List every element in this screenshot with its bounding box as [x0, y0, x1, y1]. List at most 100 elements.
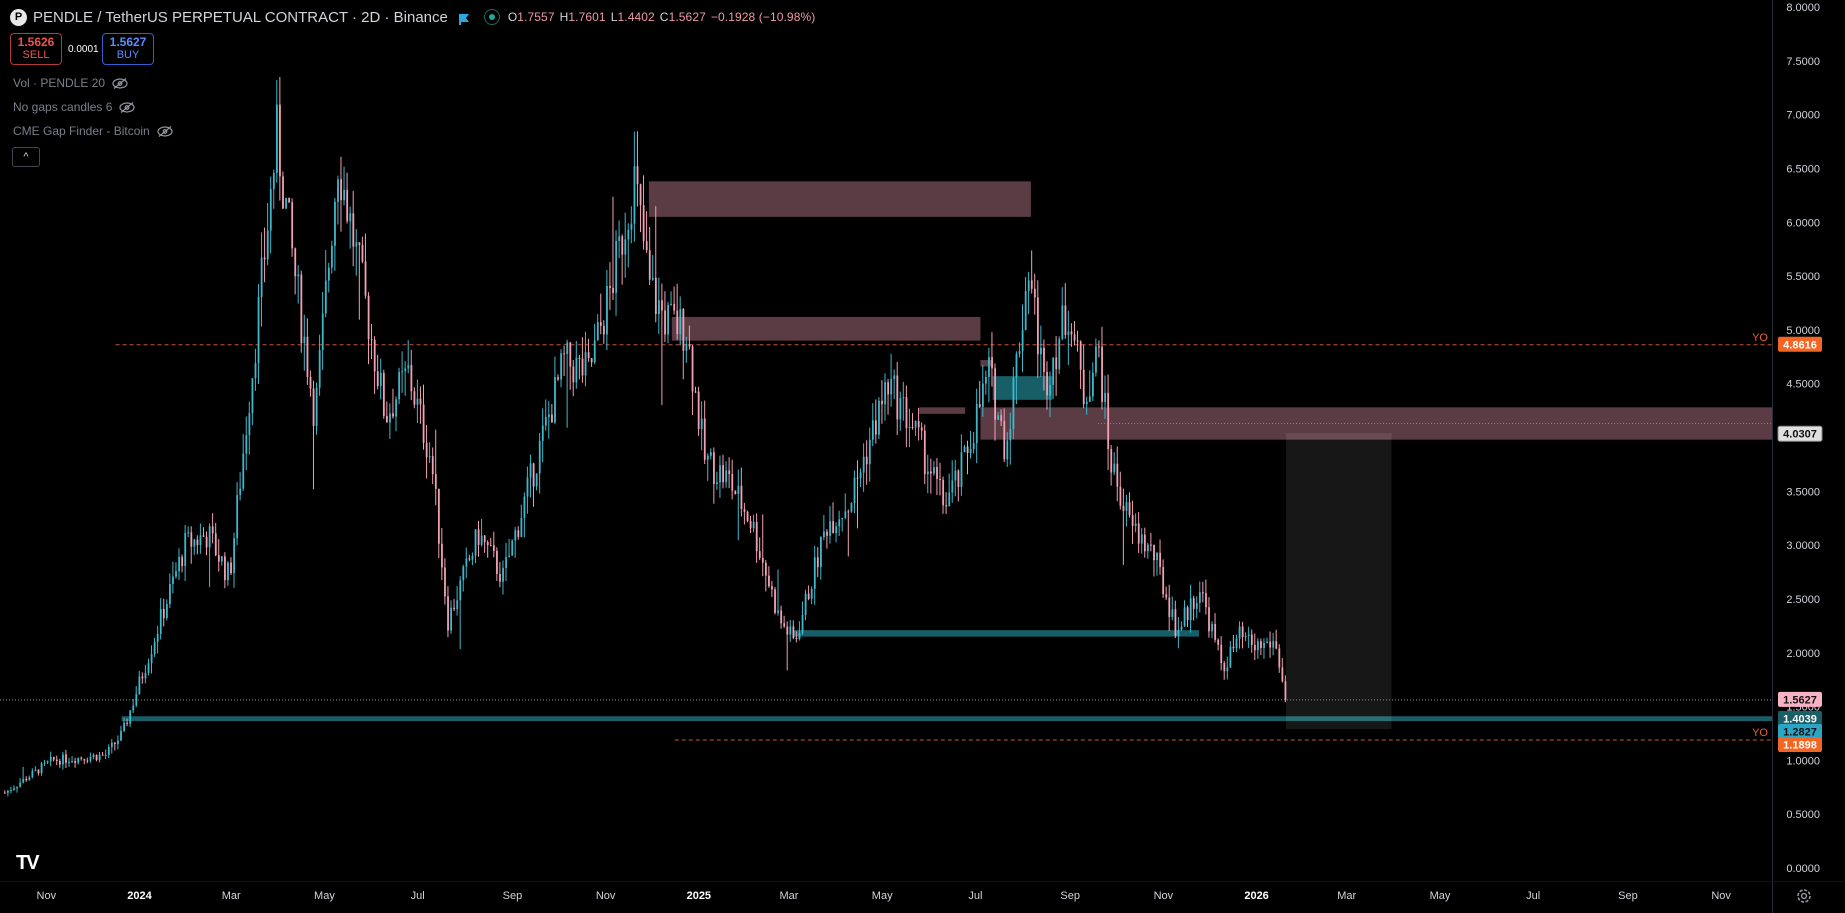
price-axis-label[interactable] [1778, 723, 1822, 739]
candle-body [1052, 357, 1055, 385]
candle-body [1284, 681, 1287, 700]
support-zone[interactable] [121, 716, 1772, 722]
candle-body [65, 754, 67, 763]
ohlc-key: H [559, 10, 569, 24]
candle-body [771, 586, 773, 590]
candle-body [810, 588, 813, 599]
gear-icon[interactable] [1795, 887, 1813, 905]
candle-body [835, 526, 838, 534]
projection-box[interactable] [1286, 433, 1392, 730]
candle-body [734, 490, 737, 494]
support-zone[interactable] [992, 376, 1053, 400]
candle-body [823, 531, 825, 538]
candle-body [361, 244, 364, 262]
candle-body [376, 371, 379, 387]
candle-body [193, 539, 196, 547]
candle-body [1116, 463, 1119, 487]
indicator-no-gaps[interactable]: No gaps candles 6 [13, 100, 136, 114]
candle-body [688, 343, 691, 347]
price-axis-label[interactable] [1778, 691, 1822, 707]
ohlc-item: O1.7557 [508, 10, 555, 24]
price-axis-label[interactable] [1778, 336, 1822, 352]
candle-body [609, 285, 611, 288]
candle-body [923, 430, 926, 475]
candle-body [777, 610, 780, 613]
price-axis-label[interactable] [1778, 710, 1822, 726]
candle-body [1192, 598, 1195, 609]
candle-body [691, 346, 694, 392]
candle-body [1272, 641, 1275, 648]
sell-button[interactable]: 1.5626 SELL [10, 33, 62, 65]
resistance-zone[interactable] [919, 407, 966, 414]
ohlc-value: 1.4402 [617, 10, 655, 24]
price-tick-label: 2.5000 [1786, 594, 1820, 606]
candle-body [844, 511, 847, 518]
candle-body [395, 399, 397, 417]
flag-icon[interactable] [458, 12, 470, 25]
candle-body [1067, 331, 1070, 335]
candle-body [1244, 635, 1247, 638]
time-tick-label: Nov [596, 890, 616, 902]
candle-body [1125, 502, 1128, 511]
candle-body [92, 754, 95, 758]
candle-body [615, 240, 618, 293]
candle-body [1214, 623, 1217, 640]
indicator-cme-gap[interactable]: CME Gap Finder - Bitcoin [13, 124, 173, 138]
candle-body [981, 383, 984, 407]
candle-body [22, 778, 25, 783]
candle-body [499, 573, 501, 582]
candle-body [120, 730, 122, 741]
candle-body [447, 596, 449, 631]
candle-body [318, 350, 321, 388]
support-zone[interactable] [794, 630, 1199, 637]
eye-hidden-icon[interactable] [112, 77, 128, 89]
candle-body [899, 398, 902, 420]
resistance-zone[interactable] [648, 181, 1031, 217]
candle-body [425, 442, 428, 458]
candle-body [379, 372, 382, 387]
candle-body [544, 417, 547, 426]
candle-body [138, 676, 141, 694]
symbol-title[interactable]: PENDLE / TetherUS PERPETUAL CONTRACT · 2… [33, 8, 448, 26]
candle-body [859, 472, 862, 479]
collapse-indicators-button[interactable]: ^ [12, 147, 40, 167]
candle-body [1049, 384, 1052, 396]
candle-body [758, 551, 761, 558]
candle-body [288, 197, 291, 203]
candle-body [373, 339, 376, 372]
candle-body [309, 376, 312, 389]
ohlc-values: O1.7557 H1.7601 L1.4402 C1.5627 −0.1928 (−10… [508, 10, 820, 24]
candle-body [199, 535, 202, 546]
resistance-zone[interactable] [671, 316, 981, 341]
indicator-volume[interactable]: Vol · PENDLE 20 [13, 76, 128, 90]
candle-body [911, 427, 914, 429]
candle-body [988, 357, 990, 378]
candle-body [245, 435, 248, 454]
tradingview-logo[interactable]: TV [16, 852, 40, 874]
candle-body [774, 589, 776, 613]
candle-body [324, 280, 327, 314]
candle-body [71, 761, 74, 763]
candle-body [1253, 644, 1256, 651]
eye-hidden-icon[interactable] [157, 125, 173, 137]
candle-body [596, 322, 599, 341]
candle-body [868, 439, 871, 465]
candle-body [1241, 626, 1244, 638]
candle-body [728, 470, 731, 475]
price-axis-label[interactable] [1777, 425, 1823, 442]
candle-body [731, 474, 734, 491]
resistance-zone[interactable] [980, 360, 993, 367]
candle-body [1040, 347, 1042, 355]
buy-button[interactable]: 1.5627 BUY [102, 33, 154, 65]
price-axis-label[interactable] [1778, 736, 1822, 752]
candle-body [1177, 629, 1180, 636]
time-tick-label: Jul [968, 890, 982, 902]
time-tick-label: Mar [1337, 890, 1356, 902]
ohlc-value: −0.1928 (−10.98%) [710, 10, 816, 24]
candle-body [1110, 449, 1113, 473]
eye-hidden-icon[interactable] [119, 101, 136, 113]
market-open-icon[interactable] [483, 9, 500, 25]
candle-body [334, 201, 336, 246]
resistance-zone[interactable] [980, 407, 1772, 440]
